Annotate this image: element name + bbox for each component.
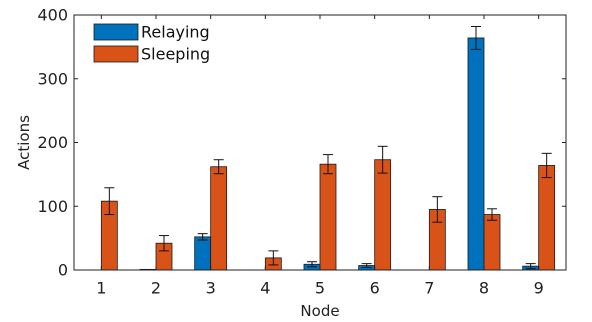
x-tick-label-6: 6 bbox=[370, 279, 380, 298]
error-bars-layer bbox=[104, 25, 552, 270]
y-tick-label: 300 bbox=[37, 69, 68, 88]
error-bar-sleeping-9 bbox=[541, 152, 552, 179]
ticks-layer bbox=[74, 14, 566, 271]
error-bar-relaying-6 bbox=[361, 263, 372, 268]
error-bar-relaying-5 bbox=[307, 261, 317, 268]
bar-sleeping-5 bbox=[319, 163, 337, 271]
x-axis-label: Node bbox=[300, 302, 339, 320]
bar-relaying-8 bbox=[467, 37, 485, 271]
x-tick-label-9: 9 bbox=[534, 279, 544, 298]
bar-sleeping-3 bbox=[210, 166, 228, 271]
legend-label-relaying: Relaying bbox=[141, 23, 210, 42]
y-tick-label: 0 bbox=[58, 261, 68, 280]
legend-swatch-sleeping bbox=[93, 45, 139, 63]
error-bar-sleeping-1 bbox=[104, 187, 115, 216]
error-bar-relaying-8 bbox=[471, 25, 481, 50]
y-axis-label: Actions bbox=[15, 115, 33, 170]
x-tick-label-5: 5 bbox=[315, 279, 325, 298]
error-bar-sleeping-4 bbox=[268, 250, 279, 266]
bar-sleeping-8 bbox=[483, 214, 501, 271]
x-tick-label-1: 1 bbox=[96, 279, 106, 298]
legend-swatch-relaying bbox=[93, 23, 139, 41]
y-tick-label: 400 bbox=[37, 6, 68, 25]
error-bar-relaying-3 bbox=[197, 233, 208, 241]
error-bar-sleeping-5 bbox=[323, 154, 333, 175]
error-bar-sleeping-2 bbox=[159, 235, 169, 252]
error-bar-sleeping-8 bbox=[487, 208, 497, 221]
x-tick-label-2: 2 bbox=[151, 279, 161, 298]
legend-label-sleeping: Sleeping bbox=[141, 45, 210, 64]
tick-labels-layer: 0 100 200 300 400 1 2 3 4 5 6 7 8 9 bbox=[37, 6, 543, 298]
bar-sleeping-6 bbox=[374, 159, 392, 271]
bar-relaying-3 bbox=[194, 236, 212, 271]
y-tick-label: 100 bbox=[37, 197, 68, 216]
error-bar-relaying-9 bbox=[525, 263, 536, 270]
x-tick-label-4: 4 bbox=[260, 279, 270, 298]
error-bar-sleeping-3 bbox=[213, 159, 224, 175]
x-tick-label-7: 7 bbox=[424, 279, 434, 298]
bars-layer bbox=[100, 37, 556, 271]
error-bar-sleeping-7 bbox=[432, 196, 443, 223]
x-tick-label-3: 3 bbox=[206, 279, 216, 298]
x-tick-label-8: 8 bbox=[479, 279, 489, 298]
y-tick-label: 200 bbox=[37, 133, 68, 152]
bar-sleeping-9 bbox=[538, 165, 556, 271]
legend: Relaying Sleeping bbox=[93, 23, 210, 64]
error-bar-sleeping-6 bbox=[377, 145, 388, 174]
